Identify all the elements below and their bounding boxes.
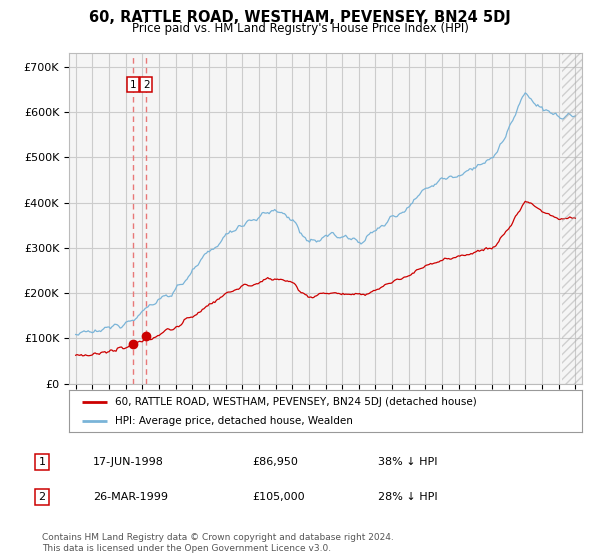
Text: 1: 1 (130, 80, 137, 90)
Text: £86,950: £86,950 (252, 457, 298, 467)
Text: 1: 1 (38, 457, 46, 467)
Text: 60, RATTLE ROAD, WESTHAM, PEVENSEY, BN24 5DJ: 60, RATTLE ROAD, WESTHAM, PEVENSEY, BN24… (89, 10, 511, 25)
Text: 28% ↓ HPI: 28% ↓ HPI (378, 492, 437, 502)
Text: Price paid vs. HM Land Registry's House Price Index (HPI): Price paid vs. HM Land Registry's House … (131, 22, 469, 35)
Text: 26-MAR-1999: 26-MAR-1999 (93, 492, 168, 502)
Text: 2: 2 (143, 80, 149, 90)
Text: 38% ↓ HPI: 38% ↓ HPI (378, 457, 437, 467)
Bar (562, 53, 584, 384)
Text: £105,000: £105,000 (252, 492, 305, 502)
Text: 17-JUN-1998: 17-JUN-1998 (93, 457, 164, 467)
Text: Contains HM Land Registry data © Crown copyright and database right 2024.
This d: Contains HM Land Registry data © Crown c… (42, 533, 394, 553)
Text: 2: 2 (38, 492, 46, 502)
Text: 60, RATTLE ROAD, WESTHAM, PEVENSEY, BN24 5DJ (detached house): 60, RATTLE ROAD, WESTHAM, PEVENSEY, BN24… (115, 396, 477, 407)
Text: HPI: Average price, detached house, Wealden: HPI: Average price, detached house, Weal… (115, 416, 353, 426)
Bar (562, 53, 584, 384)
